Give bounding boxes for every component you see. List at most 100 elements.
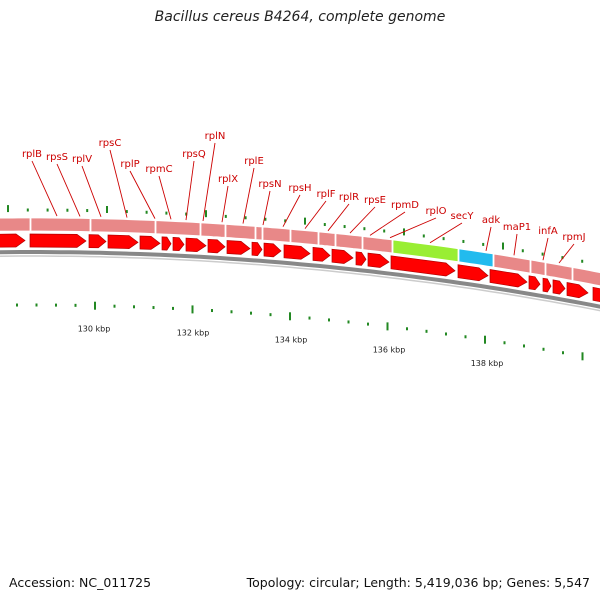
leader-line — [31, 160, 58, 217]
gene-label: rpmC — [145, 164, 172, 175]
gene-block — [290, 228, 319, 246]
leader-line — [56, 163, 81, 217]
cds-arrow — [139, 235, 161, 250]
kbp-scale: 130 kbp 132 kbp 134 kbp 136 kbp 138 kbp — [78, 325, 504, 368]
gene-label: infA — [538, 226, 558, 237]
cds-arrow — [283, 244, 311, 260]
leader-line — [304, 200, 327, 229]
label-leader-lines — [31, 142, 575, 264]
gene-label: rpmD — [391, 200, 419, 211]
gene-label: rpsN — [258, 179, 281, 190]
cds-arrow — [552, 279, 566, 295]
gene-label: rpsS — [46, 152, 68, 163]
gene-block — [90, 218, 156, 235]
cds-arrow — [528, 275, 541, 291]
gene-label: rplE — [244, 156, 264, 167]
gene-block — [0, 217, 31, 232]
leader-line — [129, 170, 156, 219]
cds-arrow — [251, 241, 263, 256]
kbp-label: 130 kbp — [78, 325, 111, 334]
leader-line — [185, 160, 195, 221]
gene-label: rplP — [120, 159, 139, 170]
gene-label: rplO — [425, 206, 446, 217]
gene-label: rplV — [72, 154, 92, 165]
gene-block — [200, 222, 226, 238]
cds-arrow — [355, 251, 367, 266]
gene-block — [225, 223, 256, 240]
gene-label: rplX — [218, 174, 238, 185]
leader-line — [202, 142, 216, 222]
gene-label: rpmJ — [562, 232, 585, 243]
leader-line — [221, 185, 229, 223]
gene-label: maP1 — [503, 222, 531, 233]
gene-block — [530, 259, 546, 276]
cds-arrow — [312, 247, 331, 262]
cds-arrow — [367, 252, 390, 268]
leader-line — [327, 203, 350, 232]
gene-label: adk — [482, 215, 500, 226]
gene-label: rplN — [205, 131, 226, 142]
gene-label: secY — [451, 211, 475, 222]
cds-arrow — [161, 236, 172, 251]
gene-block — [362, 236, 393, 254]
backbone-line — [0, 250, 600, 309]
accession-text: Accession: NC_011725 — [9, 575, 152, 590]
leader-line — [109, 149, 128, 218]
gene-label: rplB — [22, 149, 42, 160]
gene-label: rpsE — [364, 195, 386, 206]
cds-arrow — [29, 233, 87, 248]
gc-skew-ticks — [7, 205, 584, 361]
cds-arrow — [172, 237, 185, 252]
gene-block — [493, 253, 531, 274]
genome-summary-text: Topology: circular; Length: 5,419,036 bp… — [246, 575, 590, 590]
leader-line — [262, 190, 271, 226]
gene-block — [335, 233, 363, 250]
kbp-label: 134 kbp — [275, 335, 308, 344]
cds-arrow — [390, 255, 456, 277]
gene-block — [262, 226, 291, 243]
gene-block — [545, 262, 573, 281]
gene-block — [30, 217, 91, 233]
cds-arrow — [542, 277, 552, 293]
leader-line — [349, 206, 376, 234]
kbp-label: 136 kbp — [373, 346, 406, 355]
cds-arrow — [226, 240, 251, 255]
leader-line — [158, 175, 172, 220]
cds-arrow — [88, 234, 107, 249]
gene-block — [572, 267, 600, 287]
map-title: Bacillus cereus B4264, complete genome — [154, 9, 446, 25]
leader-line — [429, 222, 463, 244]
cds-arrow — [566, 282, 589, 299]
backbone-shadow — [0, 255, 600, 312]
leader-line — [389, 217, 437, 239]
cds-arrow — [457, 264, 489, 282]
leader-line — [558, 243, 575, 264]
leader-line — [485, 226, 492, 251]
cds-arrow — [489, 269, 528, 288]
gene-labels: rplB rpsS rplV rpsC rplP rpmC rpsQ rplN rplX rplE… — [22, 131, 586, 243]
kbp-label: 138 kbp — [471, 359, 504, 368]
gene-label: rpsC — [99, 138, 122, 149]
leader-line — [81, 165, 102, 217]
cds-arrow — [331, 248, 354, 264]
gene-label: rpsQ — [182, 149, 206, 160]
cds-arrow — [185, 237, 207, 253]
gene-label: rplF — [317, 189, 336, 200]
cds-arrow — [207, 238, 226, 254]
gene-block — [255, 226, 263, 241]
gene-block — [155, 220, 201, 237]
gene-track-cds — [0, 233, 600, 303]
gene-label: rplR — [339, 192, 359, 203]
cds-arrow — [263, 242, 282, 258]
leader-line — [282, 194, 301, 227]
gene-track-outer — [0, 217, 600, 287]
leader-line — [513, 233, 518, 256]
leader-line — [542, 237, 549, 261]
leader-line — [242, 167, 255, 224]
genome-backbone — [0, 250, 600, 312]
cds-arrow — [0, 233, 26, 248]
leader-line — [369, 211, 406, 236]
kbp-label: 132 kbp — [177, 328, 210, 337]
gene-block-secy — [392, 239, 459, 263]
